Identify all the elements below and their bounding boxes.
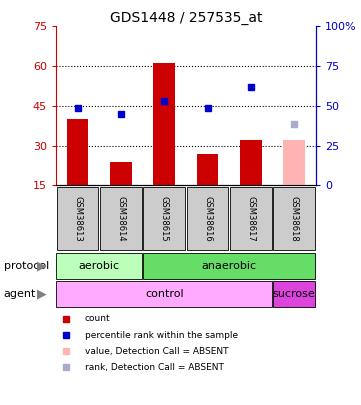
Text: protocol: protocol	[4, 261, 49, 271]
Text: GSM38618: GSM38618	[290, 196, 299, 241]
Text: aerobic: aerobic	[79, 261, 120, 271]
Text: sucrose: sucrose	[273, 289, 316, 299]
Text: GSM38617: GSM38617	[247, 196, 255, 241]
Bar	[197, 153, 218, 185]
Text: anaerobic: anaerobic	[202, 261, 257, 271]
Bar	[283, 140, 305, 185]
Text: rank, Detection Call = ABSENT: rank, Detection Call = ABSENT	[84, 363, 223, 372]
Text: percentile rank within the sample: percentile rank within the sample	[84, 330, 238, 339]
Bar	[100, 187, 142, 250]
Text: ▶: ▶	[37, 288, 46, 301]
Bar	[57, 187, 99, 250]
Text: GSM38616: GSM38616	[203, 196, 212, 241]
Text: agent: agent	[4, 289, 36, 299]
Bar	[110, 162, 132, 185]
Text: control: control	[145, 289, 183, 299]
Bar	[56, 281, 272, 307]
Bar	[143, 253, 316, 279]
Bar	[143, 187, 185, 250]
Bar	[56, 253, 142, 279]
Bar	[273, 281, 316, 307]
Bar	[67, 119, 88, 185]
Text: GSM38613: GSM38613	[73, 196, 82, 241]
Text: GSM38615: GSM38615	[160, 196, 169, 241]
Bar	[273, 187, 315, 250]
Bar	[153, 64, 175, 185]
Text: GSM38614: GSM38614	[117, 196, 125, 241]
Title: GDS1448 / 257535_at: GDS1448 / 257535_at	[110, 11, 262, 25]
Bar	[240, 140, 262, 185]
Bar	[187, 187, 229, 250]
Text: count: count	[84, 314, 110, 324]
Text: value, Detection Call = ABSENT: value, Detection Call = ABSENT	[84, 347, 228, 356]
Bar	[230, 187, 272, 250]
Text: ▶: ▶	[37, 259, 46, 272]
